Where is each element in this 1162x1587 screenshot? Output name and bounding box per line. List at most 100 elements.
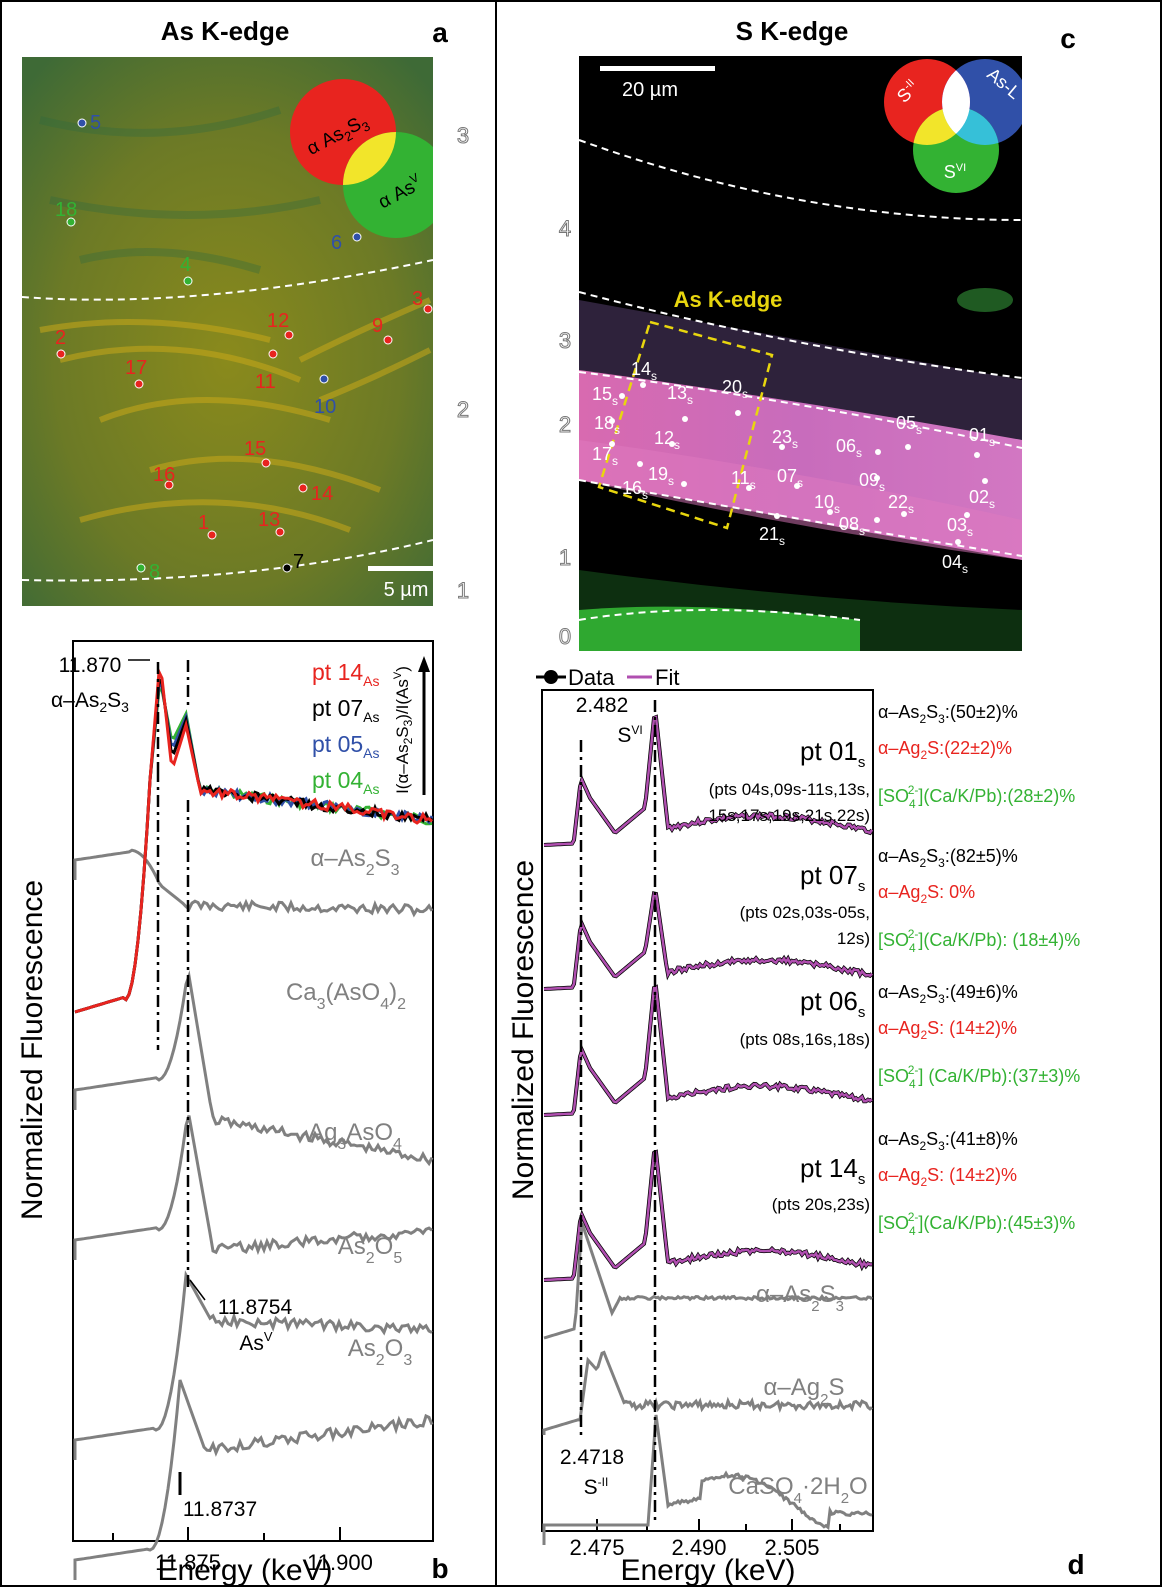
map-point-label: 6	[331, 232, 342, 254]
map-point	[134, 379, 144, 389]
map-point-label: 06s	[836, 436, 862, 460]
map-point	[268, 349, 278, 359]
map-point	[66, 217, 76, 227]
legend-fit-label: Fit	[655, 665, 679, 690]
map-point	[955, 539, 961, 545]
map-point	[682, 416, 688, 422]
ref-d-as2s3	[543, 1222, 873, 1340]
map-point	[874, 475, 880, 481]
map-point	[974, 452, 980, 458]
svi-energy: 2.482	[576, 694, 629, 717]
map-point	[794, 483, 800, 489]
map-point	[275, 527, 285, 537]
s2-species: S-II	[584, 1475, 609, 1499]
map-point-label: 4	[180, 254, 191, 276]
map-point	[352, 232, 362, 242]
map-point-label: 14s	[631, 359, 657, 383]
panel-a: As K-edge a	[22, 16, 470, 606]
map-point-label: 23s	[772, 427, 798, 451]
panel-b-data	[74, 666, 434, 1014]
map-point-label: 16s	[622, 478, 648, 502]
scale-bar-a	[368, 566, 433, 571]
map-point	[609, 441, 615, 447]
panel-d: Normalized Fluorescence Energy (keV) d 2…	[507, 665, 1085, 1587]
panel-c-letter: c	[1060, 23, 1076, 54]
map-point-label: 1	[198, 512, 209, 534]
map-point-label: 05s	[896, 413, 922, 437]
as-kedge-box	[597, 320, 774, 530]
map-point-label: 15s	[592, 384, 618, 408]
panel-d-xlabel: Energy (keV)	[620, 1554, 795, 1587]
reference-label: CaSO4·2H2O	[728, 1473, 867, 1507]
map-point	[77, 118, 87, 128]
panel-b-axes	[72, 640, 434, 1542]
as-kedge-box-label: As K-edge	[674, 287, 783, 312]
panel-d-letter: d	[1067, 1549, 1084, 1580]
panel-a-zones: 3 2 1	[456, 123, 469, 604]
ref-d-caso4	[542, 1414, 873, 1545]
zone-label: 1	[559, 545, 571, 570]
map-point	[746, 485, 752, 491]
panel-a-letter: a	[432, 17, 448, 48]
map-point-label: 17	[125, 357, 147, 379]
reference-label: Ca3(AsO4)2	[286, 979, 406, 1013]
reference-label: As2O5	[338, 1233, 403, 1267]
ref-as2s3	[73, 848, 434, 918]
panel-b-references: α–As2S3 Ca3(AsO4)2 Ag3AsO4 As2O5 As2O3	[73, 845, 434, 1580]
fit-ag2s: α–Ag2S:(22±2)%	[878, 738, 1012, 762]
panel-d-axes	[541, 689, 874, 1532]
ref-as2o3	[73, 1379, 434, 1580]
map-point	[282, 563, 292, 573]
ref-ca3aso4	[73, 970, 434, 1167]
x-tick-label: 2.475	[569, 1535, 624, 1560]
panel-d-references: α–As2S3 α–Ag2S CaSO4·2H2O	[542, 1222, 873, 1545]
reference-label: α–Ag2S	[764, 1374, 845, 1408]
panel-a-title: As K-edge	[161, 16, 290, 46]
scale-bar-a-label: 5 µm	[384, 579, 429, 601]
scale-bar-c	[600, 66, 715, 71]
zone-label: 0	[559, 624, 571, 649]
map-point-label: 11	[255, 371, 276, 393]
zone-label: 1	[457, 578, 469, 603]
map-point-label: 19s	[648, 464, 674, 488]
map-point	[261, 458, 271, 468]
svi-species: SVI	[617, 723, 642, 747]
map-point-label: 04s	[942, 552, 968, 576]
map-point-label: 8	[149, 561, 160, 583]
spectrum-group: (pts 02s,03s-05s,	[740, 903, 870, 922]
legend-entry: pt 07As	[312, 695, 380, 725]
map-point	[827, 509, 833, 515]
peak2-species: AsV	[239, 1329, 273, 1355]
ref-ag3aso4	[73, 1115, 433, 1260]
panel-b-xticks: 11.875 11.900	[112, 1527, 373, 1575]
data-curve	[74, 666, 433, 1014]
spectrum-group-cont: 12s)	[837, 929, 870, 948]
panel-c-title: S K-edge	[736, 16, 849, 46]
map-point	[183, 276, 193, 286]
x-tick-label: 11.900	[307, 1550, 373, 1575]
legend-svi-label: SVI	[944, 162, 966, 182]
map-point	[609, 418, 615, 424]
panel-c-map: 20 µm	[579, 56, 1022, 651]
map-point-label: 13s	[667, 383, 693, 407]
panel-d-spectra: pt 01s (pts 04s,09s-11s,13s, 15s,17s,19s,2…	[543, 714, 874, 1282]
map-point	[284, 330, 294, 340]
fit-ag2s: α–Ag2S: 0%	[878, 882, 975, 906]
panel-d-ylabel: Normalized Fluorescence	[507, 860, 540, 1200]
ratio-arrow-label: I(α–As2S3)/I(AsV)	[392, 666, 415, 794]
map-point-label: 18	[55, 199, 77, 221]
map-point-label: 5	[90, 112, 101, 134]
s2-energy: 2.4718	[560, 1446, 624, 1469]
peak1-species: α–As2S3	[51, 689, 129, 715]
fit-as2s3: α–As2S3:(50±2)%	[878, 702, 1018, 726]
map-point	[901, 511, 907, 517]
spectrum-group: (pts 08s,16s,18s)	[740, 1030, 870, 1049]
reference-label: As2O3	[348, 1335, 413, 1369]
fit-so4: [SO42-](Ca/K/Pb):(45±3)%	[878, 1210, 1075, 1238]
map-point	[964, 512, 970, 518]
x-tick-label: 11.875	[155, 1550, 221, 1575]
spectrum-fit	[543, 892, 873, 991]
